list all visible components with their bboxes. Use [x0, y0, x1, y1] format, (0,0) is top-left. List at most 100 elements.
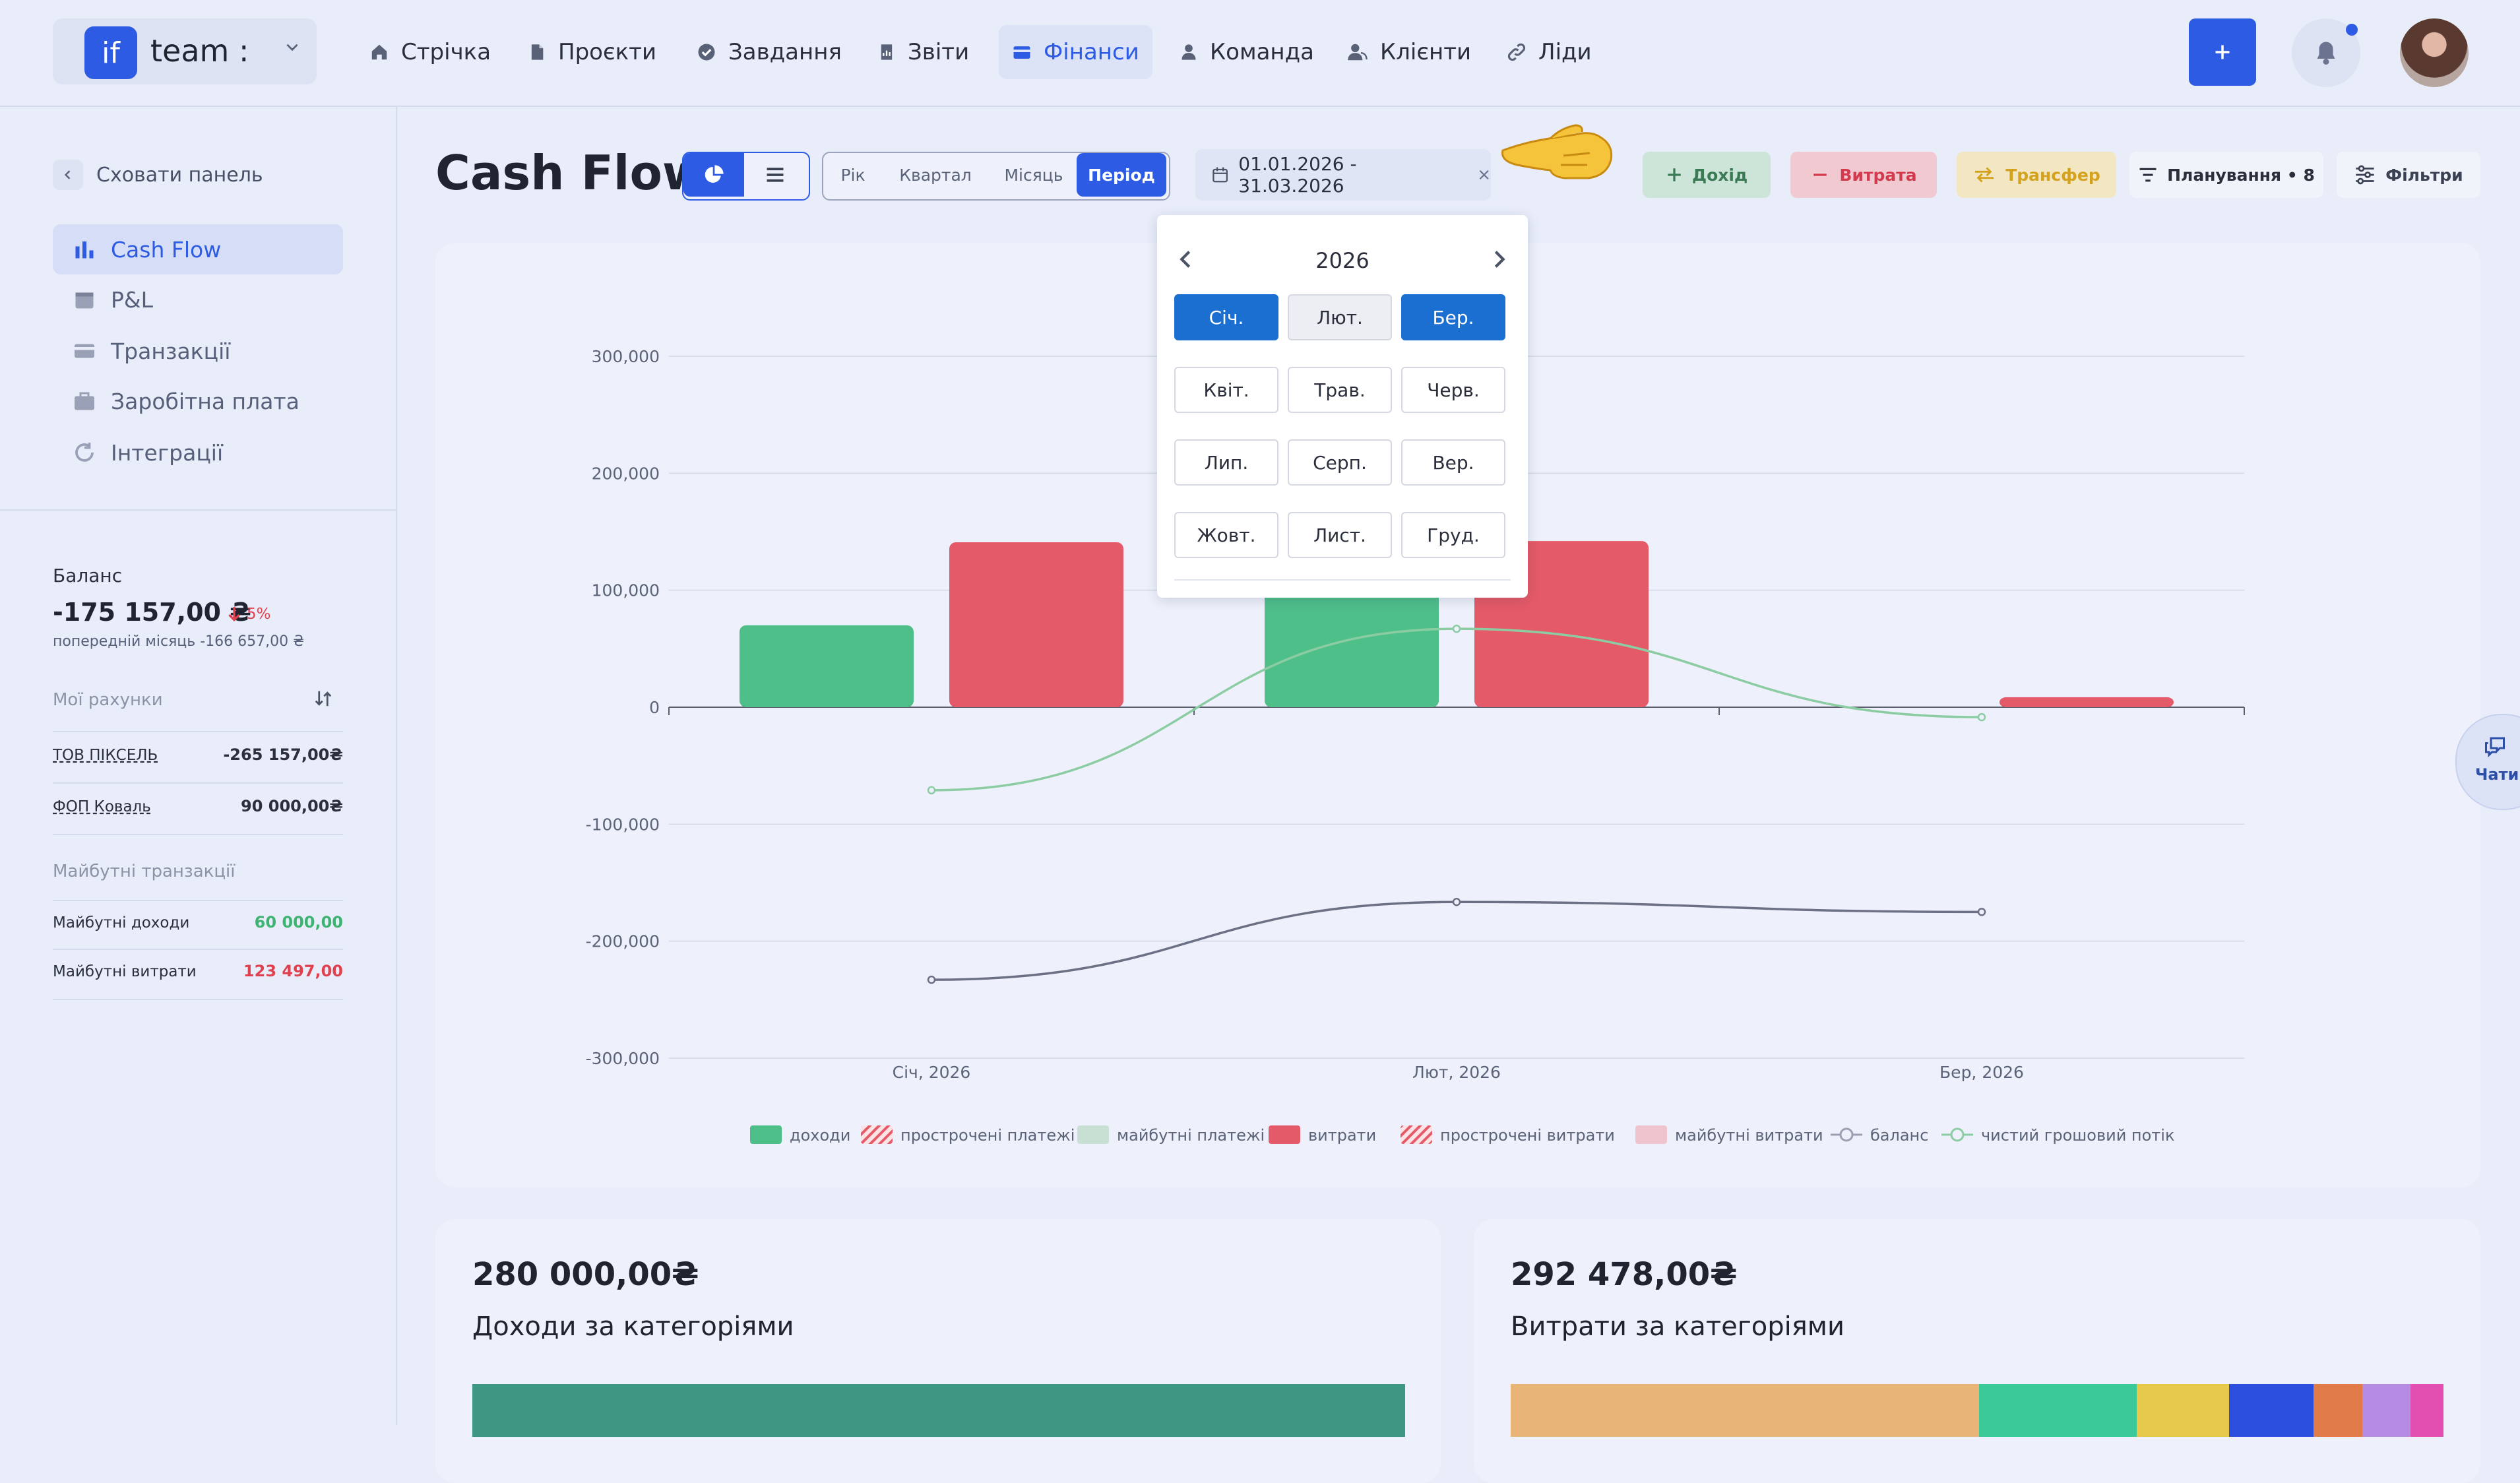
add-button[interactable]: [2189, 18, 2256, 86]
expense-category-segment[interactable]: [2228, 1384, 2314, 1437]
list-icon: [767, 168, 784, 182]
legend-label: доходи: [790, 1126, 850, 1145]
future-title: Майбутні транзакції: [53, 862, 236, 881]
month-option[interactable]: Серп.: [1288, 439, 1392, 486]
add-transfer-button[interactable]: Трансфер: [1957, 152, 2116, 198]
divider: [53, 900, 343, 901]
income-category-bar[interactable]: [472, 1384, 1405, 1437]
month-option[interactable]: Жовт.: [1174, 512, 1278, 558]
nav-item-projects[interactable]: Проєкти: [515, 25, 670, 79]
add-expense-button[interactable]: Витрата: [1790, 152, 1937, 198]
x-tick-label: Бер, 2026: [1939, 1063, 2024, 1082]
nav-label: Проєкти: [558, 39, 657, 65]
sidebar-item-label: P&L: [111, 286, 154, 313]
planning-button[interactable]: Планування • 8: [2129, 152, 2323, 198]
home-icon: [371, 44, 387, 60]
date-range-picker[interactable]: 01.01.2026 - 31.03.2026: [1195, 149, 1491, 201]
line-point: [1452, 624, 1461, 633]
sidebar-item-label: Заробітна плата: [111, 388, 299, 414]
nav-item-finance[interactable]: Фінанси: [999, 25, 1152, 79]
hide-panel-button[interactable]: Сховати панель: [53, 158, 263, 191]
nav-label: Завдання: [728, 39, 842, 65]
card-icon: [75, 344, 94, 358]
team-switcher[interactable]: if team :: [53, 18, 317, 84]
chats-button[interactable]: Чати: [2455, 714, 2520, 810]
report-icon: [881, 44, 893, 60]
plus-icon: [2215, 45, 2230, 59]
link-icon: [1507, 43, 1526, 61]
x-tick-label: Січ, 2026: [893, 1063, 971, 1082]
month-option[interactable]: Вер.: [1401, 439, 1505, 486]
divider: [53, 782, 343, 784]
expense-total: 292 478,00₴: [1511, 1256, 1738, 1293]
income-bar: [1265, 578, 1439, 707]
month-option[interactable]: Черв.: [1401, 367, 1505, 413]
clear-icon[interactable]: [1477, 168, 1491, 182]
calendar-icon: [75, 292, 94, 309]
expense-bar: [949, 542, 1123, 707]
pie-chart-icon: [705, 165, 724, 183]
month-option[interactable]: Лип.: [1174, 439, 1278, 486]
period-month[interactable]: Місяць: [1004, 165, 1063, 185]
sidebar-item-cash-flow[interactable]: Cash Flow: [53, 224, 343, 274]
legend-label: чистий грошовий потік: [1981, 1126, 2174, 1145]
expense-category-segment[interactable]: [1978, 1384, 2137, 1437]
filters-button[interactable]: Фільтри: [2337, 152, 2480, 198]
sidebar-item-transactions[interactable]: Транзакції: [53, 326, 343, 376]
y-tick-label: 100,000: [592, 581, 660, 600]
sidebar-divider: [0, 509, 396, 511]
period-custom[interactable]: Період: [1077, 153, 1166, 197]
month-option[interactable]: Січ.: [1174, 294, 1278, 340]
nav-item-leads[interactable]: Ліди: [1494, 25, 1605, 79]
expense-category-segment[interactable]: [2136, 1384, 2229, 1437]
balance-previous: попередній місяць -166 657,00 ₴: [53, 633, 305, 650]
account-name[interactable]: ФОП Коваль: [53, 798, 151, 815]
sort-lines-icon: [2139, 168, 2157, 182]
sort-icon[interactable]: [313, 689, 334, 709]
legend-swatch: [1950, 1127, 1965, 1142]
balance-change: 5%: [247, 606, 271, 623]
income-by-category-card: 280 000,00₴ Доходи за категоріями: [435, 1219, 1441, 1483]
expense-category-segment[interactable]: [2362, 1384, 2411, 1437]
nav-item-feed[interactable]: Стрічка: [356, 25, 504, 79]
add-income-button[interactable]: Дохід: [1643, 152, 1771, 198]
chevron-left-icon[interactable]: [1177, 248, 1194, 270]
month-option[interactable]: Лист.: [1288, 512, 1392, 558]
expense-category-segment[interactable]: [2314, 1384, 2362, 1437]
month-option[interactable]: Лют.: [1288, 294, 1392, 340]
balance-label: Баланс: [53, 565, 123, 586]
nav-item-reports[interactable]: Звіти: [864, 25, 982, 79]
nav-item-team[interactable]: Команда: [1166, 25, 1327, 79]
list-view-button[interactable]: [744, 153, 806, 197]
expense-category-segment[interactable]: [1511, 1384, 1979, 1437]
month-picker-year: 2026: [1315, 248, 1370, 273]
nav-label: Фінанси: [1044, 39, 1139, 65]
period-quarter[interactable]: Квартал: [899, 165, 972, 185]
month-option[interactable]: Бер.: [1401, 294, 1505, 340]
month-option[interactable]: Трав.: [1288, 367, 1392, 413]
sidebar-item-payroll[interactable]: Заробітна плата: [53, 376, 343, 426]
plus-icon: [1668, 168, 1681, 181]
chevron-down-icon: [286, 44, 298, 51]
account-name[interactable]: ТОВ ПІКСЕЛЬ: [53, 747, 158, 764]
expense-category-bar[interactable]: [1511, 1384, 2443, 1437]
sidebar: Сховати панель Cash Flow P&L Транзакції …: [0, 107, 397, 1425]
add-transfer-label: Трансфер: [2005, 165, 2100, 185]
month-option[interactable]: Груд.: [1401, 512, 1505, 558]
expense-by-category-card: 292 478,00₴ Витрати за категоріями: [1474, 1219, 2480, 1483]
file-icon: [531, 44, 544, 60]
check-circle-icon: [698, 44, 715, 61]
user-avatar[interactable]: [2400, 18, 2469, 87]
month-grid: Січ. Лют. Бер. Квіт. Трав. Черв. Лип. Серп. Вер.…: [1174, 294, 1511, 571]
sidebar-item-integrations[interactable]: Інтеграції: [53, 427, 343, 478]
nav-item-tasks[interactable]: Завдання: [683, 25, 855, 79]
transfer-icon: [1975, 167, 1994, 183]
nav-item-clients[interactable]: Клієнти: [1334, 25, 1484, 79]
nav-label: Стрічка: [401, 39, 491, 65]
sidebar-item-pl[interactable]: P&L: [53, 274, 343, 325]
chart-view-button[interactable]: [683, 153, 744, 197]
chevron-right-icon[interactable]: [1491, 248, 1508, 270]
expense-category-segment[interactable]: [2410, 1384, 2443, 1437]
period-year[interactable]: Рік: [840, 165, 866, 185]
month-option[interactable]: Квіт.: [1174, 367, 1278, 413]
